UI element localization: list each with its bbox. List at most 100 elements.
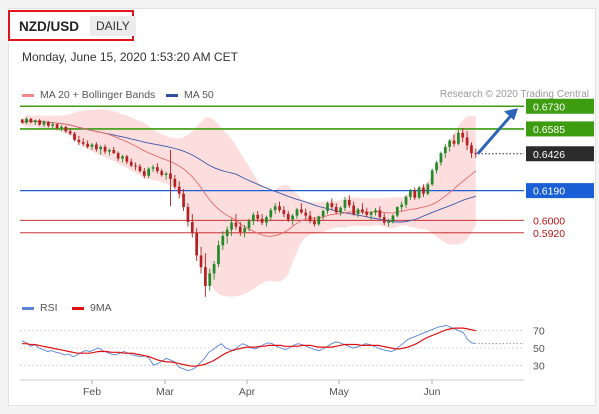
candle-body xyxy=(134,165,137,167)
candle-body xyxy=(417,187,421,198)
candle-body xyxy=(33,120,37,123)
bollinger-band-area xyxy=(22,109,476,297)
candle-body xyxy=(465,137,469,146)
price-tag-0.6730 xyxy=(526,98,594,114)
candle-body xyxy=(260,218,264,223)
rsi-series-9MA xyxy=(22,327,477,367)
candle-body xyxy=(217,245,220,265)
candle-body xyxy=(326,203,329,211)
candle-body xyxy=(435,162,438,171)
rsi-tick-70: 70 xyxy=(533,326,545,338)
candle-body xyxy=(221,235,225,246)
price-label-0.6426: 0.6426 xyxy=(533,149,565,161)
x-label-Feb: Feb xyxy=(83,386,101,398)
candle-body xyxy=(99,146,103,150)
candle-body xyxy=(186,207,190,222)
candle-body xyxy=(195,232,199,256)
candle-body xyxy=(190,221,194,233)
candle-body xyxy=(138,166,142,172)
candle-body xyxy=(291,215,294,220)
candle-body xyxy=(169,173,172,179)
candle-body xyxy=(234,222,238,227)
candle-body xyxy=(125,156,129,162)
candle-body xyxy=(90,144,94,147)
forecast-arrow-head xyxy=(504,108,518,121)
legend-ma50: MA 50 xyxy=(166,89,214,101)
candle-body xyxy=(199,255,203,268)
symbol-header[interactable]: NZD/USD DAILY xyxy=(8,10,136,41)
candle-body xyxy=(25,118,28,123)
candle-body xyxy=(474,153,478,155)
candle-body xyxy=(391,215,395,222)
candle-body xyxy=(295,209,299,216)
candle-body xyxy=(204,267,207,286)
candle-body xyxy=(177,186,181,194)
candle-body xyxy=(413,190,417,198)
rsi-swatch xyxy=(22,306,34,310)
x-axis: Feb Mar Apr May Jun xyxy=(20,379,524,398)
candle-body xyxy=(108,150,111,152)
price-tag-0.6426 xyxy=(526,146,594,162)
candle-body xyxy=(230,222,233,230)
candle-body xyxy=(247,221,251,229)
candle-body xyxy=(112,150,116,154)
candle-body xyxy=(121,156,124,159)
price-label-0.6000: 0.6000 xyxy=(533,215,565,227)
candle-body xyxy=(182,193,185,208)
candle-body xyxy=(282,210,286,215)
candle-body xyxy=(256,214,260,219)
candle-body xyxy=(68,131,72,134)
9ma-swatch xyxy=(72,306,84,310)
candle-body xyxy=(378,210,382,218)
ma20-swatch xyxy=(22,93,34,97)
candle-body xyxy=(299,209,303,213)
candle-body xyxy=(448,140,451,147)
legend-ma20-label: MA 20 + Bollinger Bands xyxy=(40,89,156,101)
candle-body xyxy=(352,205,356,215)
candle-body xyxy=(77,139,81,143)
candle-body xyxy=(129,161,133,166)
candle-body xyxy=(225,229,229,236)
x-label-Mar: Mar xyxy=(156,386,175,398)
candle-body xyxy=(116,153,120,159)
price-tag-0.6190 xyxy=(526,183,594,199)
candle-body xyxy=(470,145,473,154)
candle-body xyxy=(156,167,159,172)
bollinger-band xyxy=(22,109,476,297)
legend-ma50-label: MA 50 xyxy=(184,89,214,101)
timeframe-badge[interactable]: DAILY xyxy=(90,16,136,36)
candle-body xyxy=(273,206,277,211)
legend-ma20: MA 20 + Bollinger Bands xyxy=(22,89,155,101)
candle-body xyxy=(60,126,63,129)
candle-body xyxy=(252,214,255,222)
price-label-0.6585: 0.6585 xyxy=(533,124,565,136)
candle-body xyxy=(20,119,24,123)
candle-body xyxy=(439,153,443,163)
candle-body xyxy=(94,144,98,150)
candle-body xyxy=(212,264,216,274)
price-tag-0.6585 xyxy=(526,121,594,137)
candle-body xyxy=(426,184,430,194)
candle-body xyxy=(330,203,334,208)
candle-body xyxy=(317,216,321,225)
candle-body xyxy=(374,210,377,213)
candle-body xyxy=(286,214,290,220)
candles xyxy=(20,117,478,297)
price-label-0.6730: 0.6730 xyxy=(533,101,565,113)
price-label-0.6190: 0.6190 xyxy=(533,186,565,198)
candle-body xyxy=(238,226,242,233)
rsi-tick-50: 50 xyxy=(533,343,545,355)
timestamp: Monday, June 15, 2020 1:53:20 AM CET xyxy=(22,50,238,64)
candle-body xyxy=(461,132,465,138)
candle-body xyxy=(400,204,404,208)
candle-body xyxy=(38,120,41,125)
candle-body xyxy=(452,140,456,144)
pair-label: NZD/USD xyxy=(19,19,79,34)
candle-body xyxy=(147,168,151,176)
credit: Research © 2020 Trading Central xyxy=(439,89,589,100)
candle-body xyxy=(47,121,50,126)
candle-body xyxy=(395,207,399,216)
candle-body xyxy=(55,124,59,129)
candle-body xyxy=(208,273,212,286)
